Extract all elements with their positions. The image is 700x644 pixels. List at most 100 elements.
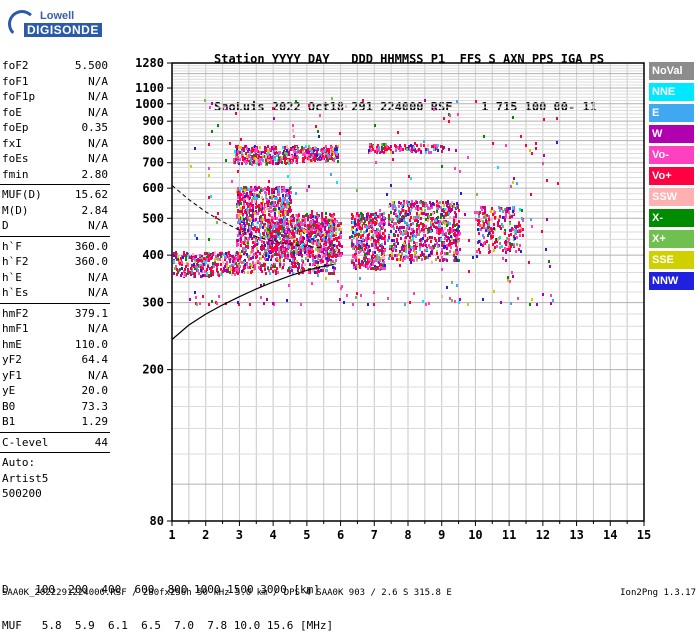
y-tick-label: 500 — [142, 211, 164, 225]
echo-point — [318, 222, 320, 225]
echo-point — [285, 157, 287, 160]
echo-point — [328, 151, 330, 154]
echo-point — [497, 224, 499, 227]
echo-point — [482, 212, 484, 215]
echo-point — [333, 226, 335, 229]
echo-point — [379, 236, 381, 239]
echo-point — [252, 209, 254, 212]
echo-point — [423, 140, 425, 143]
echo-point — [292, 155, 294, 158]
echo-point — [282, 254, 284, 257]
echo-point — [233, 257, 235, 260]
echo-point — [307, 215, 309, 218]
echo-point — [358, 247, 360, 250]
echo-point — [228, 256, 230, 259]
echo-point — [405, 236, 407, 239]
echo-point — [392, 207, 394, 210]
echo-point — [208, 174, 210, 177]
echo-point — [493, 290, 495, 293]
echo-point — [455, 219, 457, 222]
echo-point — [377, 215, 379, 218]
echo-point — [430, 230, 432, 233]
echo-point — [296, 158, 298, 161]
echo-point — [235, 145, 237, 148]
echo-point — [439, 201, 441, 204]
echo-point — [339, 132, 341, 135]
echo-point — [458, 225, 460, 228]
echo-point — [421, 251, 423, 254]
echo-point — [416, 233, 418, 236]
echo-point — [382, 232, 384, 235]
echo-point — [248, 237, 250, 240]
echo-point — [181, 272, 183, 275]
echo-point — [262, 245, 264, 248]
echo-point — [381, 253, 383, 256]
echo-point — [258, 195, 260, 198]
param-row: D N/A — [0, 218, 112, 234]
echo-point — [235, 262, 237, 265]
echo-point — [403, 242, 405, 245]
echo-point — [283, 200, 285, 203]
echo-point — [249, 209, 251, 212]
echo-point — [430, 226, 432, 229]
echo-point — [403, 249, 405, 252]
echo-point — [391, 252, 393, 255]
echo-point — [255, 202, 257, 205]
param-value: 15.62 — [74, 188, 108, 201]
echo-point — [363, 257, 365, 260]
echo-point — [295, 192, 297, 195]
echo-point — [273, 217, 275, 220]
param-separator — [0, 302, 110, 304]
echo-point — [286, 189, 288, 192]
echo-point — [482, 220, 484, 223]
echo-point — [331, 240, 333, 243]
echo-point — [445, 235, 447, 238]
echo-point — [281, 202, 283, 205]
echo-point — [313, 236, 315, 239]
echo-point — [248, 255, 250, 258]
echo-point — [399, 229, 401, 232]
echo-point — [189, 298, 191, 301]
echo-point — [256, 205, 258, 208]
param-value: N/A — [88, 270, 108, 284]
echo-point — [441, 165, 443, 168]
echo-point — [351, 228, 353, 231]
param-value: N/A — [88, 136, 108, 150]
echo-point — [264, 263, 266, 266]
echo-point — [423, 204, 425, 207]
echo-point — [355, 259, 357, 262]
echo-point — [338, 249, 340, 252]
echo-point — [200, 259, 202, 262]
echo-point — [447, 206, 449, 209]
echo-point — [512, 212, 514, 215]
echo-point — [254, 186, 256, 189]
echo-point — [285, 162, 287, 165]
echo-point — [481, 208, 483, 211]
echo-point — [286, 149, 288, 152]
echo-point — [300, 269, 302, 272]
echo-point — [530, 218, 532, 221]
echo-point — [299, 226, 301, 229]
echo-point — [242, 213, 244, 216]
x-tick-label: 3 — [236, 528, 243, 542]
echo-point — [512, 116, 514, 119]
echo-point — [390, 149, 392, 152]
echo-point — [268, 235, 270, 238]
echo-point — [292, 158, 294, 161]
echo-point — [252, 241, 254, 244]
echo-point — [307, 148, 309, 151]
echo-point — [317, 257, 319, 260]
echo-point — [239, 210, 241, 213]
echo-point — [259, 151, 261, 154]
echo-point — [338, 222, 340, 225]
echo-point — [420, 222, 422, 225]
echo-point — [281, 200, 283, 203]
echo-point — [443, 215, 445, 218]
echo-point — [449, 231, 451, 234]
echo-point — [455, 149, 457, 152]
echo-point — [207, 265, 209, 268]
echo-point — [303, 237, 305, 240]
echo-point — [272, 302, 274, 305]
echo-point — [264, 257, 266, 260]
echo-point — [335, 145, 337, 148]
